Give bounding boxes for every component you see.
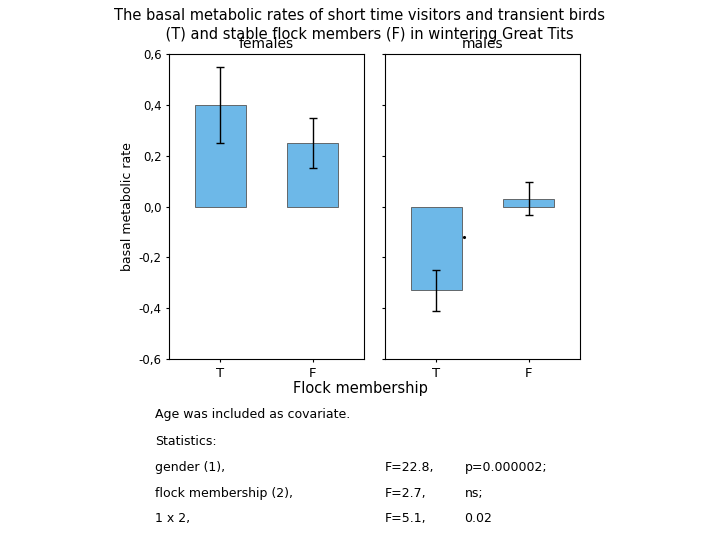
Text: p=0.000002;: p=0.000002; [464, 461, 547, 474]
Text: F=5.1,: F=5.1, [385, 512, 427, 525]
Bar [287, 143, 338, 207]
Text: F=22.8,: F=22.8, [385, 461, 435, 474]
Text: flock membership (2),: flock membership (2), [155, 487, 293, 500]
Text: Statistics:: Statistics: [155, 435, 217, 448]
Text: 1 x 2,: 1 x 2, [155, 512, 190, 525]
Text: ns;: ns; [464, 487, 483, 500]
Text: (T) and stable flock members (F) in wintering Great Tits: (T) and stable flock members (F) in wint… [147, 27, 573, 42]
Text: gender (1),: gender (1), [155, 461, 225, 474]
Title: males: males [462, 37, 503, 51]
Y-axis label: basal metabolic rate: basal metabolic rate [122, 142, 135, 271]
Bar [410, 207, 462, 291]
Text: 0.02: 0.02 [464, 512, 492, 525]
Text: F=2.7,: F=2.7, [385, 487, 427, 500]
Bar [194, 105, 246, 207]
Title: females: females [239, 37, 294, 51]
Text: Flock membership: Flock membership [292, 381, 428, 396]
Bar [503, 199, 554, 207]
Text: Age was included as covariate.: Age was included as covariate. [155, 408, 350, 421]
Text: The basal metabolic rates of short time visitors and transient birds: The basal metabolic rates of short time … [114, 8, 606, 23]
